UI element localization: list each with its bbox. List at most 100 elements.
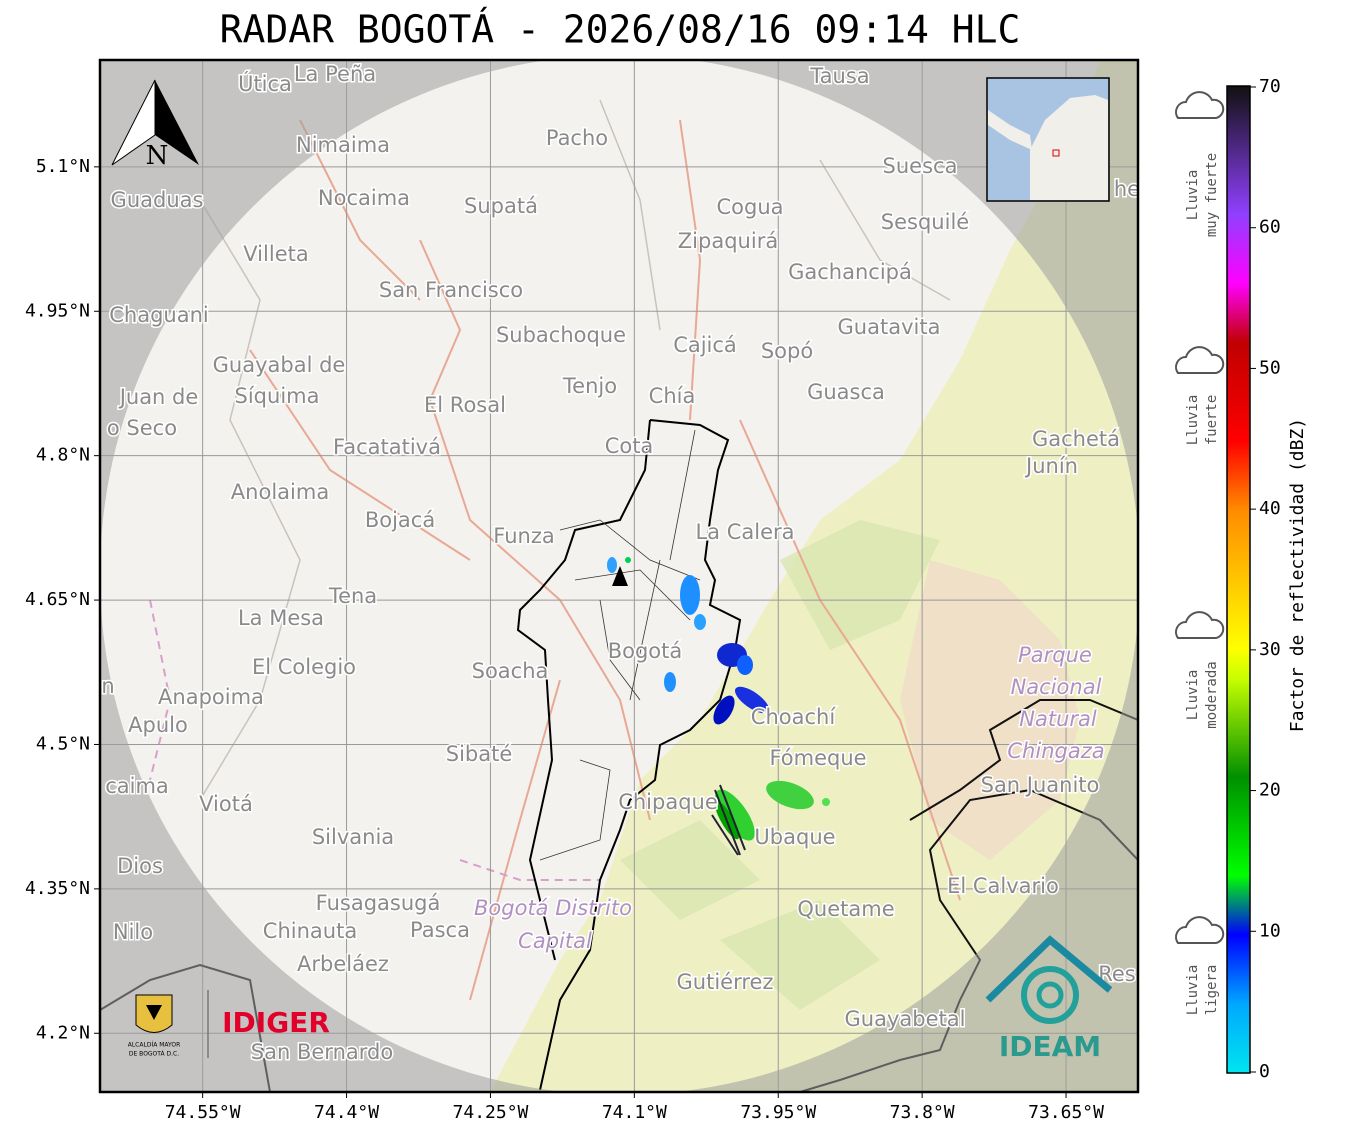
- inset-map: [986, 77, 1110, 202]
- place-label: Villeta: [243, 242, 308, 266]
- y-tick-label: 4.8°N: [36, 445, 90, 466]
- place-label: San Bernardo: [251, 1040, 393, 1064]
- place-label: caima: [105, 774, 169, 798]
- place-label: Natural: [1019, 707, 1097, 731]
- y-tick-label: 4.65°N: [25, 589, 90, 610]
- colorbar-tick-label: 30: [1259, 639, 1281, 660]
- place-label: Soacha: [472, 659, 549, 683]
- colorbar-tick-label: 0: [1259, 1061, 1270, 1082]
- place-label: Facatativá: [333, 435, 441, 459]
- y-tick-label: 4.5°N: [36, 733, 90, 754]
- place-label: Supatá: [464, 194, 538, 218]
- place-label: Cajicá: [673, 333, 737, 357]
- x-tick-label: 73.8°W: [890, 1102, 955, 1123]
- place-label: Fusagasugá: [316, 891, 441, 915]
- rain-category-label: ligera: [1204, 965, 1220, 1016]
- x-tick-label: 73.65°W: [1028, 1102, 1104, 1123]
- place-label: Funza: [493, 524, 554, 548]
- rain-icon: [1175, 346, 1225, 374]
- colorbar-tick-label: 10: [1259, 920, 1281, 941]
- x-tick-label: 74.55°W: [165, 1102, 241, 1123]
- place-label: he: [1114, 177, 1140, 201]
- place-label: Chipaque: [618, 790, 718, 814]
- place-label: Bojacá: [365, 508, 435, 532]
- place-label: Dios: [117, 854, 163, 878]
- place-label: Chía: [649, 384, 696, 408]
- y-tick-label: 4.95°N: [25, 300, 90, 321]
- basemap: Útica La Peña Tausa Pacho Nimaima Guaduas Noca…: [100, 60, 1140, 1092]
- place-label: Chinauta: [263, 919, 357, 943]
- place-label: Silvania: [312, 825, 394, 849]
- place-label: Cogua: [716, 195, 783, 219]
- place-label: Nimaima: [296, 133, 390, 157]
- rain-category-label: moderada: [1204, 661, 1220, 728]
- place-label: La Peña: [294, 62, 376, 86]
- ideam-label: IDEAM: [999, 1030, 1101, 1063]
- place-label: Zipaquirá: [678, 229, 778, 253]
- x-tick-label: 73.95°W: [740, 1102, 816, 1123]
- place-label: Guayabetal: [845, 1007, 966, 1031]
- place-label: Suesca: [883, 154, 958, 178]
- place-label: Arbeláez: [297, 952, 389, 976]
- map-frame: [98, 58, 1140, 1094]
- place-label: Res: [1098, 962, 1136, 986]
- place-label: Anapoima: [158, 685, 264, 709]
- place-label: Nacional: [1011, 675, 1102, 699]
- place-label: Apulo: [128, 713, 188, 737]
- place-label: Guasca: [807, 380, 885, 404]
- x-tick-label: 74.4°W: [314, 1102, 379, 1123]
- place-label: Guayabal de: [213, 353, 346, 377]
- place-label: Tenjo: [562, 374, 617, 398]
- place-label: Viotá: [199, 792, 253, 816]
- colorbar: [1226, 85, 1251, 1074]
- colorbar-tick-label: 40: [1259, 498, 1281, 519]
- place-label: Anolaima: [231, 480, 329, 504]
- alcaldia-logo: ALCALDÍA MAYOR DE BOGOTÁ D.C. IDIGER: [128, 990, 330, 1058]
- place-label: Bogotá: [608, 639, 683, 663]
- place-label: Útica: [238, 71, 292, 96]
- place-label: o Seco: [107, 416, 177, 440]
- place-label: Sopó: [761, 339, 813, 363]
- rain-icon: [1175, 91, 1225, 119]
- rain-category-label: Lluvia: [1185, 670, 1201, 721]
- place-label: San Francisco: [379, 278, 523, 302]
- place-label: El Rosal: [424, 393, 506, 417]
- y-tick-label: 5.1°N: [36, 156, 90, 177]
- place-label: Pacho: [546, 126, 608, 150]
- place-label: Gutiérrez: [677, 970, 774, 994]
- colorbar-tick-label: 50: [1259, 357, 1281, 378]
- place-label: Nilo: [113, 920, 153, 944]
- place-label: El Colegio: [252, 655, 356, 679]
- alcaldia-line: DE BOGOTÁ D.C.: [129, 1051, 179, 1058]
- place-label: Síquima: [235, 384, 320, 408]
- place-label: San Juanito: [981, 773, 1100, 797]
- place-label: Subachoque: [496, 323, 626, 347]
- rain-category-label: Lluvia: [1185, 170, 1201, 221]
- rain-category-label: fuerte: [1204, 395, 1220, 446]
- colorbar-label: Factor de reflectividad (dBZ): [1287, 418, 1308, 732]
- ideam-logo: IDEAM: [985, 935, 1113, 1063]
- place-label: Pasca: [410, 918, 470, 942]
- place-label: Chaguani: [109, 303, 209, 327]
- alcaldia-line: ALCALDÍA MAYOR: [128, 1042, 181, 1049]
- place-label: Gachancipá: [788, 260, 912, 284]
- rain-category-label: Lluvia: [1185, 965, 1201, 1016]
- place-label: Junín: [1024, 454, 1078, 478]
- place-label: Capital: [518, 929, 592, 953]
- place-label: Cota: [605, 434, 654, 458]
- rain-category-label: Lluvia: [1185, 395, 1201, 446]
- colorbar-tick-label: 70: [1259, 76, 1281, 97]
- idiger-logo: IDIGER: [222, 1006, 330, 1039]
- place-label: Gachetá: [1032, 427, 1120, 451]
- place-label: Quetame: [797, 897, 894, 921]
- place-label: Bogotá Distrito: [474, 896, 632, 920]
- place-label: Nocaima: [318, 186, 410, 210]
- place-label: Parque: [1018, 643, 1092, 667]
- place-label: Ubaque: [754, 825, 835, 849]
- rain-icon: [1175, 611, 1225, 639]
- place-label: El Calvario: [947, 874, 1059, 898]
- x-tick-label: 74.25°W: [453, 1102, 529, 1123]
- x-tick-label: 74.1°W: [602, 1102, 667, 1123]
- colorbar-tick-label: 20: [1259, 780, 1281, 801]
